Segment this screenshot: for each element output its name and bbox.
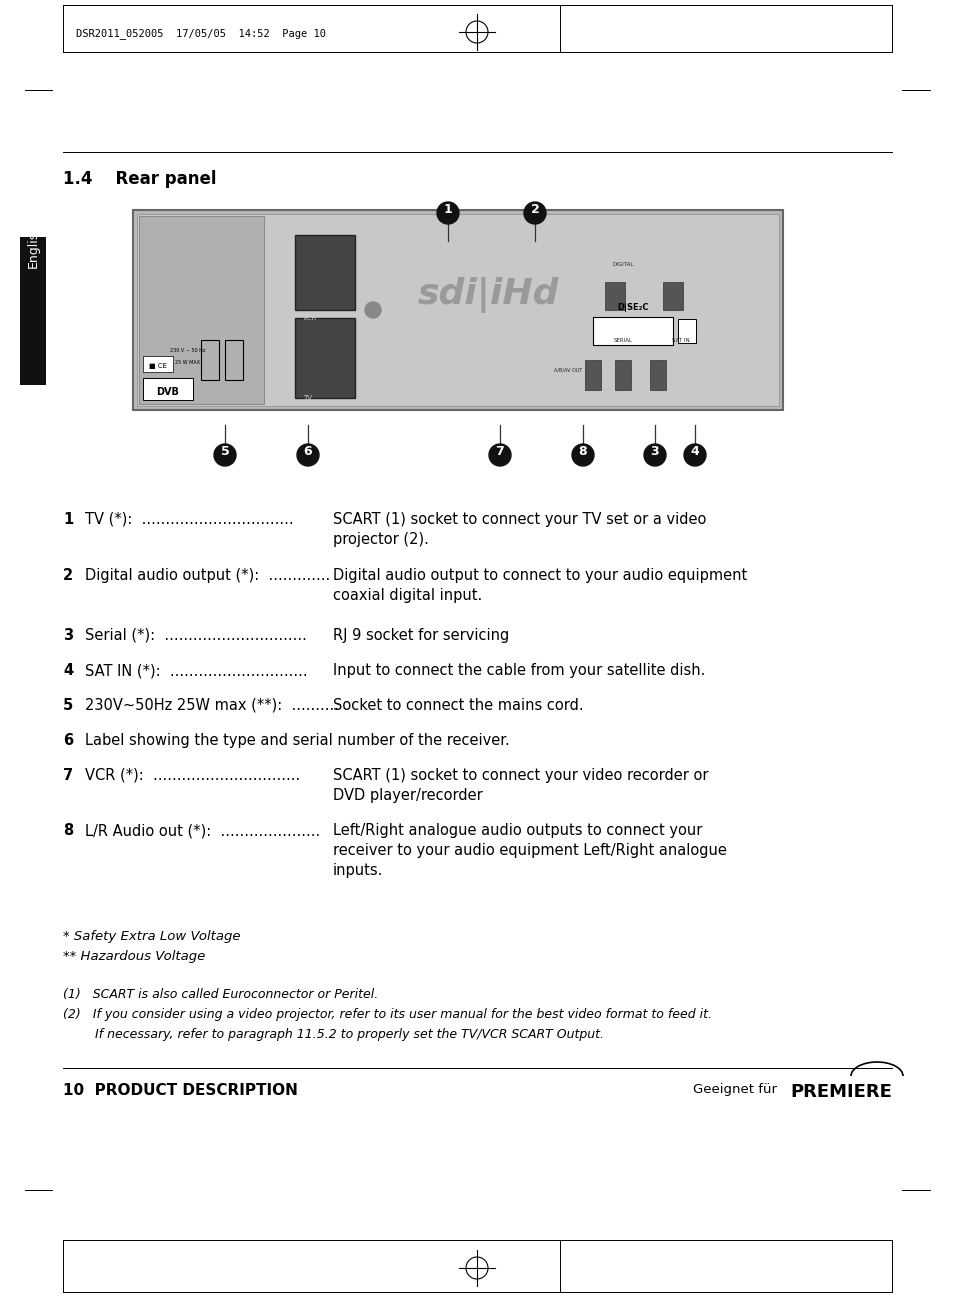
Bar (20, 238, 46, 386)
Text: 3: 3 (650, 445, 659, 458)
Circle shape (523, 202, 545, 225)
Text: A/B/AV OUT: A/B/AV OUT (554, 367, 581, 373)
Circle shape (365, 302, 380, 318)
Text: 6: 6 (63, 733, 73, 748)
Circle shape (643, 444, 665, 466)
Circle shape (436, 202, 458, 225)
Text: Digital audio output (*):  .............: Digital audio output (*): ............. (85, 569, 330, 583)
Text: (2)   If you consider using a video projector, refer to its user manual for the : (2) If you consider using a video projec… (63, 1009, 711, 1022)
Text: Digital audio output to connect to your audio equipment
coaxial digital input.: Digital audio output to connect to your … (333, 569, 746, 602)
Text: 230 V ~ 50 Hz: 230 V ~ 50 Hz (170, 348, 206, 353)
Text: 6: 6 (303, 445, 312, 458)
Text: TV (*):  ................................: TV (*): ................................ (85, 511, 294, 527)
Bar (604, 282, 624, 310)
Text: Left/Right analogue audio outputs to connect your
receiver to your audio equipme: Left/Right analogue audio outputs to con… (333, 823, 726, 877)
Text: 10  PRODUCT DESCRIPTION: 10 PRODUCT DESCRIPTION (63, 1083, 297, 1098)
Text: 1.4    Rear panel: 1.4 Rear panel (63, 170, 216, 188)
Text: 5: 5 (63, 698, 73, 713)
Bar (678, 319, 696, 343)
Text: 2: 2 (63, 569, 73, 583)
Text: DIGITAL: DIGITAL (612, 262, 633, 267)
Text: 1: 1 (63, 511, 73, 527)
Text: VCR (*):  ...............................: VCR (*): ............................... (85, 768, 300, 783)
Bar (584, 360, 600, 389)
Text: SAT IN: SAT IN (672, 337, 689, 343)
Text: DSR2011_052005  17/05/05  14:52  Page 10: DSR2011_052005 17/05/05 14:52 Page 10 (76, 29, 326, 39)
Bar (143, 378, 193, 400)
Bar (137, 214, 779, 406)
Circle shape (489, 444, 511, 466)
Text: 25 W MAX: 25 W MAX (175, 360, 200, 365)
Bar (143, 356, 172, 373)
Text: RJ 9 socket for servicing: RJ 9 socket for servicing (333, 628, 509, 643)
Bar (132, 210, 782, 410)
Circle shape (296, 444, 318, 466)
Text: Label showing the type and serial number of the receiver.: Label showing the type and serial number… (85, 733, 509, 748)
Bar (139, 215, 264, 404)
Text: DVB: DVB (156, 387, 179, 397)
Bar (294, 235, 355, 310)
Bar (201, 340, 219, 380)
Text: Socket to connect the mains cord.: Socket to connect the mains cord. (333, 698, 583, 713)
Circle shape (213, 444, 235, 466)
Text: 5: 5 (220, 445, 229, 458)
Text: 230V~50Hz 25W max (**):  ..........: 230V~50Hz 25W max (**): .......... (85, 698, 338, 713)
Text: 8: 8 (63, 823, 73, 839)
Text: 3: 3 (63, 628, 73, 643)
Text: Input to connect the cable from your satellite dish.: Input to connect the cable from your sat… (333, 663, 704, 678)
Text: Serial (*):  ..............................: Serial (*): ............................… (85, 628, 307, 643)
Text: D|SE₂C: D|SE₂C (617, 302, 648, 312)
Bar (294, 318, 355, 398)
Text: 8: 8 (578, 445, 587, 458)
Text: * Safety Extra Low Voltage: * Safety Extra Low Voltage (63, 929, 240, 944)
Text: ** Hazardous Voltage: ** Hazardous Voltage (63, 950, 205, 963)
Text: SAT IN (*):  .............................: SAT IN (*): ............................… (85, 663, 307, 678)
Text: 7: 7 (496, 445, 504, 458)
Text: 1: 1 (443, 202, 452, 215)
Text: L/R Audio out (*):  .....................: L/R Audio out (*): ..................... (85, 823, 320, 839)
Bar (649, 360, 665, 389)
Bar (615, 360, 630, 389)
Text: PREMIERE: PREMIERE (789, 1083, 891, 1101)
Bar (662, 282, 682, 310)
Text: 4: 4 (690, 445, 699, 458)
Text: SCART (1) socket to connect your video recorder or
DVD player/recorder: SCART (1) socket to connect your video r… (333, 768, 708, 802)
Text: 7: 7 (63, 768, 73, 783)
Circle shape (683, 444, 705, 466)
Text: ■ CE: ■ CE (149, 363, 167, 369)
Text: VCR: VCR (303, 315, 317, 321)
Text: Geeignet für: Geeignet für (692, 1083, 776, 1096)
Bar (225, 340, 243, 380)
Bar (593, 317, 672, 345)
Text: 4: 4 (63, 663, 73, 678)
Text: English: English (27, 222, 39, 267)
Text: TV: TV (303, 395, 312, 401)
Text: (1)   SCART is also called Euroconnector or Peritel.: (1) SCART is also called Euroconnector o… (63, 988, 377, 1001)
Text: 2: 2 (530, 202, 538, 215)
Text: If necessary, refer to paragraph 11.5.2 to properly set the TV/VCR SCART Output.: If necessary, refer to paragraph 11.5.2 … (63, 1028, 603, 1041)
Text: SERIAL: SERIAL (613, 337, 632, 343)
Text: sdi|iHd: sdi|iHd (416, 276, 558, 313)
Text: SCART (1) socket to connect your TV set or a video
projector (2).: SCART (1) socket to connect your TV set … (333, 511, 705, 546)
Circle shape (572, 444, 594, 466)
